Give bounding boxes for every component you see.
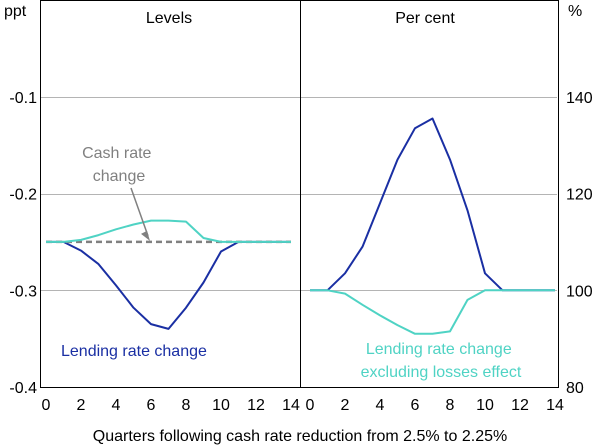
left-y-tick-label: -0.1: [9, 90, 37, 107]
x-tick-label: 4: [376, 397, 385, 414]
x-tick-label: 8: [446, 397, 455, 414]
cash-rate-arrow-shaft: [130, 187, 149, 237]
right-unit-label: %: [568, 3, 582, 20]
left-series-line-2: [46, 219, 291, 243]
lending-excl-losses-annotation-line-1: Lending rate change: [366, 341, 512, 358]
left-y-tick-label: -0.4: [9, 380, 37, 397]
cash-rate-arrow-head: [141, 230, 150, 241]
x-tick-label: 12: [511, 397, 529, 414]
plot-frame: [40, 0, 559, 388]
lending-excl-losses-annotation-line-2: excluding losses effect: [361, 364, 522, 381]
cash-rate-annotation: Cash rate change: [82, 145, 156, 185]
left-unit-label: ppt: [4, 3, 27, 20]
left-y-tick-labels: -0.1 -0.2 -0.3 -0.4: [9, 90, 37, 397]
series-layer: [46, 117, 555, 335]
left-panel-title: Levels: [146, 10, 192, 27]
x-tick-label: 2: [77, 397, 86, 414]
x-tick-label: 2: [341, 397, 350, 414]
x-axis-label: Quarters following cash rate reduction f…: [93, 428, 507, 445]
x-tick-label: 12: [247, 397, 265, 414]
lending-rate-annotation: Lending rate change: [61, 343, 207, 360]
right-y-tick-label: 120: [566, 187, 593, 204]
right-series-line-0: [310, 117, 555, 292]
x-tick-label: 0: [306, 397, 315, 414]
cash-rate-annotation-line-1: Cash rate: [82, 145, 151, 162]
left-series-line-0: [46, 240, 291, 330]
right-y-tick-label: 100: [566, 283, 593, 300]
x-tick-label: 6: [411, 397, 420, 414]
right-series-line-1: [310, 289, 555, 335]
x-tick-label: 14: [282, 397, 300, 414]
left-y-tick-label: -0.2: [9, 187, 37, 204]
x-tick-labels: 0 2 4 6 8 10 12 14 0 2 4 6 8 10 12 14: [42, 397, 564, 414]
left-y-tick-label: -0.3: [9, 283, 37, 300]
x-tick-label: 14: [546, 397, 564, 414]
x-tick-label: 10: [212, 397, 230, 414]
x-tick-label: 4: [112, 397, 121, 414]
right-panel-title: Per cent: [395, 10, 455, 27]
x-tick-label: 0: [42, 397, 51, 414]
right-y-tick-label: 80: [566, 380, 584, 397]
x-tick-label: 6: [147, 397, 156, 414]
right-y-tick-labels: 140 120 100 80: [566, 90, 593, 397]
cash-rate-annotation-line-2: change: [93, 168, 146, 185]
right-y-tick-label: 140: [566, 90, 593, 107]
x-tick-label: 8: [182, 397, 191, 414]
lending-excl-losses-annotation: Lending rate change excluding losses eff…: [361, 341, 522, 381]
x-tick-label: 10: [476, 397, 494, 414]
